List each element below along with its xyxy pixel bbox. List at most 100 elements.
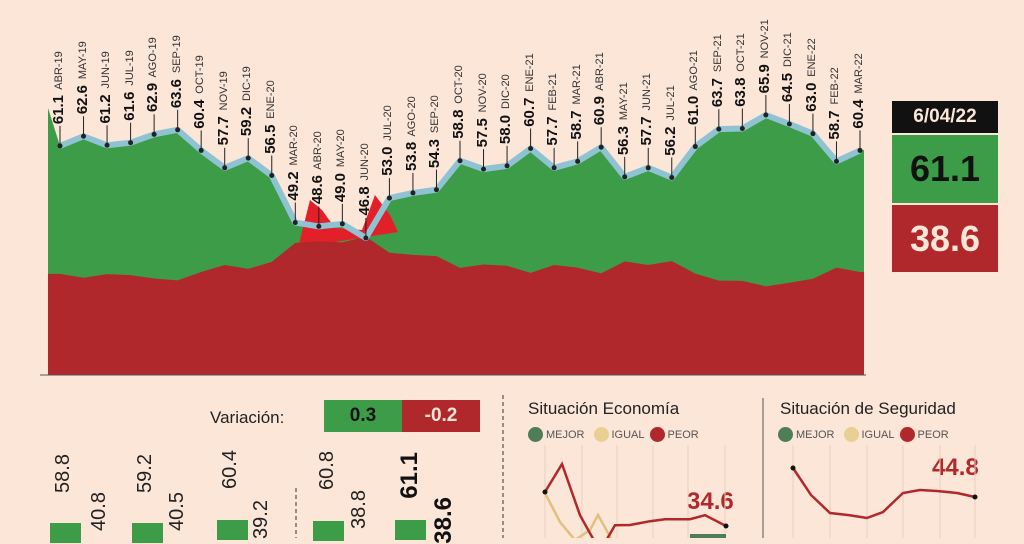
point-label: 61.0 AGO-21 [685, 49, 702, 125]
data-point [833, 158, 839, 164]
point-month: JUL-21 [664, 84, 677, 124]
variation-disapproval: -0.2 [402, 400, 480, 432]
disapproval-spike [298, 195, 398, 248]
bar-disapproval-label-1: 40.8 [88, 492, 110, 531]
point-month: OCT-21 [735, 32, 748, 75]
bar-approval-label-5: 61.1 [396, 452, 423, 499]
point-label: 54.3 SEP-20 [426, 94, 444, 168]
variation-label: Variación: [210, 408, 285, 427]
legend-igual-dot [843, 427, 859, 442]
point-value: 61.2 [97, 94, 115, 124]
point-label: 61.2 JUN-19 [97, 51, 115, 124]
point-label: 57.7 NOV-19 [215, 71, 232, 145]
bar-disapproval-label-3: 39.2 [250, 500, 272, 539]
point-label: 60.7 ENE-21 [520, 53, 538, 127]
point-value: 60.7 [520, 97, 538, 127]
legend-igual: IGUAL [861, 428, 895, 441]
point-value: 63.0 [802, 82, 820, 112]
point-value: 56.3 [614, 125, 632, 155]
disapproval-area [48, 236, 864, 375]
data-point [551, 165, 557, 171]
data-point [386, 195, 392, 201]
point-value: 59.2 [238, 106, 256, 137]
security-value: 44.8 [932, 454, 979, 481]
data-point [504, 163, 510, 169]
data-point [598, 144, 604, 150]
bar-disapproval-label-2: 40.5 [166, 492, 188, 531]
legend-peor: PEOR [917, 428, 949, 441]
point-month: ENE-20 [264, 79, 277, 122]
data-point [528, 145, 534, 151]
point-month: AGO-21 [688, 49, 701, 93]
data-point [575, 158, 581, 164]
point-label: 63.6 SEP-19 [167, 35, 185, 108]
point-value: 60.9 [591, 96, 609, 126]
point-label: 56.5 ENE-20 [262, 79, 279, 154]
data-point [175, 127, 181, 133]
point-value: 62.6 [73, 85, 91, 115]
point-label: 49.0 MAY-20 [332, 128, 350, 202]
point-month: SEP-20 [429, 94, 442, 136]
point-month: DIC-21 [782, 31, 795, 70]
point-month: FEB-22 [829, 66, 842, 108]
point-label: 57.7 JUN-21 [638, 73, 655, 146]
bar-approval-4 [313, 521, 344, 541]
data-point [81, 133, 87, 139]
economy-title: Situación Economía [528, 399, 680, 418]
legend-peor-dot [649, 427, 665, 442]
point-label: 60.9 ABR-21 [591, 52, 609, 126]
bar-disapproval-label-4: 38.8 [348, 490, 370, 529]
point-month: ABR-19 [53, 50, 65, 92]
bar-approval-1 [50, 523, 81, 543]
economy-value: 34.6 [687, 488, 734, 515]
data-point [198, 147, 204, 153]
point-label: 60.4 OCT-19 [191, 55, 208, 129]
point-value: 64.5 [779, 72, 797, 103]
point-month: MAY-20 [335, 128, 348, 170]
data-point [269, 173, 275, 179]
point-month: MAR-20 [288, 124, 301, 169]
point-label: 57.7 FEB-21 [544, 73, 561, 146]
point-label: 58.0 DIC-20 [497, 74, 515, 144]
point-month: AGO-20 [405, 95, 418, 139]
data-point [433, 187, 439, 193]
point-month: ABR-20 [311, 131, 324, 173]
data-point [410, 190, 416, 196]
point-value: 63.6 [167, 78, 185, 108]
point-value: 63.8 [732, 77, 750, 107]
point-label: 60.4 MAR-22 [850, 53, 867, 129]
data-point [104, 142, 110, 148]
data-point [763, 112, 769, 118]
point-value: 54.3 [426, 138, 444, 168]
data-point [245, 155, 251, 161]
point-month: NOV-21 [758, 18, 771, 61]
bar-approval-label-3: 60.4 [219, 450, 241, 489]
point-value: 63.7 [708, 77, 726, 108]
data-point [786, 121, 792, 127]
point-label: 65.9 NOV-21 [756, 18, 773, 93]
point-value: 58.8 [450, 109, 467, 139]
point-label: 58.8 OCT-20 [450, 64, 467, 139]
point-value: 53.0 [379, 146, 397, 177]
point-month: ENE-22 [805, 37, 818, 80]
point-label: 63.8 OCT-21 [732, 32, 750, 107]
legend-mejor: MEJOR [796, 428, 835, 441]
latest-approval: 61.1 [892, 135, 998, 203]
bar-approval-label-4: 60.8 [316, 451, 338, 490]
latest-date: 6/04/22 [892, 101, 998, 133]
point-value: 49.0 [332, 172, 350, 202]
point-value: 61.6 [120, 91, 138, 121]
data-point [292, 220, 298, 226]
data-point [57, 143, 63, 149]
point-month: SEP-21 [711, 34, 724, 75]
data-point [339, 221, 345, 227]
point-month: OCT-20 [453, 64, 465, 107]
legend-mejor-dot [778, 427, 793, 442]
point-value: 58.0 [497, 114, 515, 144]
point-month: NOV-20 [476, 72, 489, 115]
point-value: 53.8 [402, 141, 420, 171]
legend-mejor-dot [528, 427, 543, 442]
point-month: JUN-21 [641, 73, 654, 114]
data-point [716, 126, 722, 132]
bar-disapproval-label-5: 38.6 [430, 497, 457, 544]
